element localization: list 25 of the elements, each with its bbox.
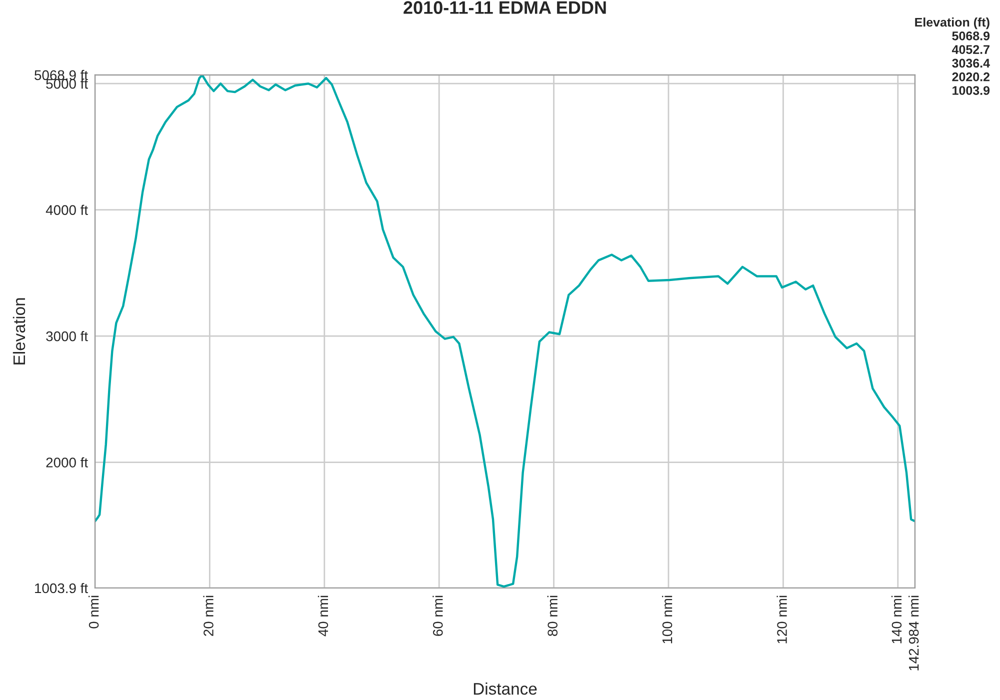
y-tick-label: 5000 ft [46,78,88,89]
x-tick-label: 40 nmi [318,596,328,636]
y-tick-label: 4000 ft [46,204,88,215]
y-tick-label: 2000 ft [46,457,88,468]
y-axis-title: Elevation [12,298,26,364]
text: 4052.7 [952,45,990,54]
x-tick-label: 120 nmi [776,596,787,644]
x-tick-label: 0 nmi [88,596,99,628]
text: Elevation (ft) [915,18,990,30]
y-tick-label: 1003.9 ft [35,582,88,594]
line-series [95,74,915,588]
text: 5068.9 [952,31,990,40]
text: 2020.2 [952,72,990,82]
x-tick-label: 100 nmi [662,596,672,644]
x-tick-label: 140 nmi [891,596,902,644]
y-tick-label: 3000 ft [46,331,88,342]
x-axis-title: Distance [474,682,537,695]
chart-title: 2010-11-11 EDMA EDDN [404,1,606,14]
text: 1003.9 [952,86,990,95]
text: 3036.4 [952,58,990,68]
x-tick-label: 80 nmi [547,596,558,636]
y-tick-label: 5068.9 ft [34,70,88,80]
x-tick-label: 60 nmi [432,596,443,636]
x-tick-label: 142.984 nmi [908,596,919,670]
x-tick-label: 20 nmi [203,596,214,636]
